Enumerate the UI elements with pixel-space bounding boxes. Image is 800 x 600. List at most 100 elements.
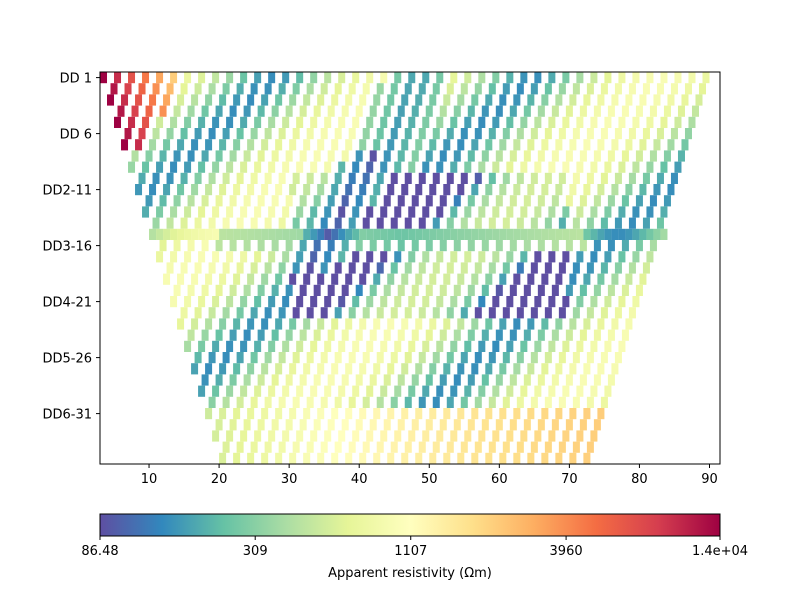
pseudosection-cell bbox=[247, 318, 255, 330]
pseudosection-cell bbox=[275, 139, 283, 151]
pseudosection-cell bbox=[366, 206, 374, 218]
pseudosection-cell bbox=[240, 430, 248, 442]
pseudosection-cell bbox=[425, 329, 433, 341]
pseudosection-cell bbox=[429, 184, 437, 196]
pseudosection-cell bbox=[569, 184, 577, 196]
pseudosection-cell bbox=[222, 83, 230, 95]
pseudosection-cell bbox=[128, 72, 136, 84]
pseudosection-cell bbox=[656, 83, 664, 95]
pseudosection-cell bbox=[530, 83, 538, 95]
pseudosection-cell bbox=[628, 307, 636, 319]
pseudosection-cell bbox=[443, 363, 451, 375]
pseudosection-cell bbox=[362, 262, 370, 274]
pseudosection-cell bbox=[380, 430, 388, 442]
pseudosection-cell bbox=[513, 139, 521, 151]
pseudosection-cell bbox=[674, 116, 682, 128]
pseudosection-cell bbox=[485, 408, 493, 420]
pseudosection-cell bbox=[362, 172, 370, 184]
pseudosection-cell bbox=[310, 340, 318, 352]
pseudosection-cell bbox=[492, 296, 500, 308]
pseudosection-cell bbox=[369, 374, 377, 386]
pseudosection-cell bbox=[124, 83, 132, 95]
pseudosection-cell bbox=[446, 262, 454, 274]
pseudosection-cell bbox=[688, 116, 696, 128]
pseudosection-cell bbox=[635, 105, 643, 117]
pseudosection-cell bbox=[681, 139, 689, 151]
pseudosection-cell bbox=[257, 284, 265, 296]
pseudosection-cell bbox=[306, 441, 314, 453]
pseudosection-cell bbox=[485, 94, 493, 106]
pseudosection-cell bbox=[513, 94, 521, 106]
pseudosection-cell bbox=[667, 94, 675, 106]
pseudosection-cell bbox=[432, 262, 440, 274]
pseudosection-cell bbox=[520, 116, 528, 128]
pseudosection-cell bbox=[215, 419, 223, 431]
pseudosection-cell bbox=[264, 128, 272, 140]
pseudosection-cell bbox=[387, 452, 395, 464]
pseudosection-cell bbox=[527, 228, 535, 240]
pseudosection-cell bbox=[558, 307, 566, 319]
pseudosection-cell bbox=[436, 116, 444, 128]
pseudosection-cell bbox=[632, 116, 640, 128]
pseudosection-cell bbox=[142, 161, 150, 173]
pseudosection-cell bbox=[642, 262, 650, 274]
colorbar-tick-label: 309 bbox=[243, 544, 268, 559]
pseudosection-cell bbox=[163, 139, 171, 151]
pseudosection-cell bbox=[226, 340, 234, 352]
pseudosection-cell bbox=[422, 385, 430, 397]
pseudosection-cell bbox=[142, 72, 150, 84]
pseudosection-cell bbox=[565, 284, 573, 296]
pseudosection-cell bbox=[212, 385, 220, 397]
pseudosection-cell bbox=[355, 419, 363, 431]
pseudosection-cell bbox=[397, 419, 405, 431]
pseudosection-cell bbox=[296, 251, 304, 263]
pseudosection-cell bbox=[257, 105, 265, 117]
pseudosection-cell bbox=[404, 396, 412, 408]
pseudosection-cell bbox=[292, 352, 300, 364]
pseudosection-cell bbox=[481, 284, 489, 296]
pseudosection-cell bbox=[586, 83, 594, 95]
pseudosection-cell bbox=[173, 150, 181, 162]
pseudosection-cell bbox=[450, 296, 458, 308]
pseudosection-cell bbox=[460, 441, 468, 453]
pseudosection-cell bbox=[149, 139, 157, 151]
pseudosection-cell bbox=[313, 329, 321, 341]
pseudosection-cell bbox=[369, 105, 377, 117]
pseudosection-cell bbox=[390, 396, 398, 408]
pseudosection-cell bbox=[219, 139, 227, 151]
pseudosection-cell bbox=[352, 296, 360, 308]
pseudosection-cell bbox=[338, 72, 346, 84]
pseudosection-cell bbox=[180, 172, 188, 184]
pseudosection-cell bbox=[359, 452, 367, 464]
pseudosection-cell bbox=[471, 228, 479, 240]
pseudosection-cell bbox=[306, 352, 314, 364]
pseudosection-cell bbox=[488, 83, 496, 95]
pseudosection-cell bbox=[387, 318, 395, 330]
pseudosection-cell bbox=[222, 217, 230, 229]
pseudosection-cell bbox=[555, 452, 563, 464]
pseudosection-cell bbox=[506, 228, 514, 240]
pseudosection-cell bbox=[184, 206, 192, 218]
pseudosection-cell bbox=[383, 284, 391, 296]
pseudosection-cell bbox=[411, 329, 419, 341]
pseudosection-cell bbox=[429, 273, 437, 285]
pseudosection-cell bbox=[215, 240, 223, 252]
pseudosection-cell bbox=[572, 128, 580, 140]
pseudosection-cell bbox=[331, 94, 339, 106]
pseudosection-cell bbox=[376, 441, 384, 453]
pseudosection-cell bbox=[401, 139, 409, 151]
pseudosection-cell bbox=[590, 296, 598, 308]
pseudosection-cell bbox=[537, 284, 545, 296]
pseudosection-cell bbox=[579, 284, 587, 296]
pseudosection-cell bbox=[275, 273, 283, 285]
pseudosection-cell bbox=[443, 452, 451, 464]
pseudosection-cell bbox=[439, 419, 447, 431]
pseudosection-cell bbox=[439, 150, 447, 162]
pseudosection-cell bbox=[474, 352, 482, 364]
pseudosection-cell bbox=[282, 251, 290, 263]
pseudosection-cell bbox=[478, 430, 486, 442]
pseudosection-cell bbox=[215, 329, 223, 341]
pseudosection-cell bbox=[271, 150, 279, 162]
pseudosection-cell bbox=[527, 273, 535, 285]
pseudosection-cell bbox=[530, 352, 538, 364]
